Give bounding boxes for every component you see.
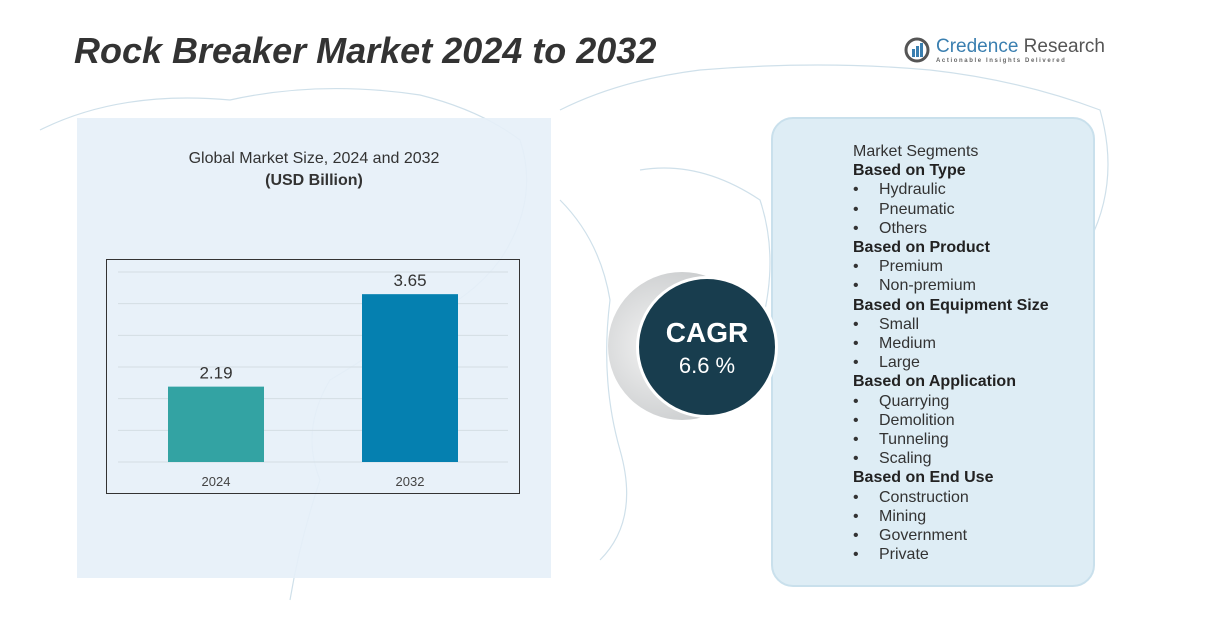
segment-item: • Demolition [853,411,1049,430]
bullet-icon: • [853,258,859,276]
segment-item: • Premium [853,257,1049,276]
page-title: Rock Breaker Market 2024 to 2032 [74,30,657,71]
segment-item-label: Mining [879,507,927,525]
segment-item: • Non-premium [853,276,1049,295]
segments-heading: Market Segments [853,143,979,160]
segment-item: • Quarrying [853,392,1049,411]
bullet-icon: • [853,411,859,429]
segment-item: • Scaling [853,449,1049,468]
bullet-icon: • [853,450,859,468]
segment-item: • Others [853,219,1049,238]
segments-list: Market Segments Based on Type • Hydraulic • P… [853,142,1049,564]
bullet-icon: • [853,277,859,295]
cagr-label: CAGR [665,317,749,348]
bullet-icon: • [853,335,859,353]
segment-group-title: Based on Product [853,239,990,257]
bullet-icon: • [853,392,859,410]
chart-header: Global Market Size, 2024 and 2032 (USD B… [77,148,551,192]
chart-title: Global Market Size, 2024 and 2032 [188,150,440,167]
segment-item: • Tunneling [853,430,1049,449]
bullet-icon: • [853,431,859,449]
segment-item-label: Tunneling [879,431,949,449]
segment-item: • Construction [853,488,1049,507]
bullet-icon: • [853,181,859,199]
segment-item-label: Construction [879,488,969,506]
bullet-icon: • [853,200,859,218]
segment-item-label: Demolition [879,411,955,429]
segment-item-label: Hydraulic [879,181,946,199]
segment-item-label: Small [879,315,920,333]
segment-item-label: Non-premium [879,277,976,295]
segment-item-label: Scaling [879,450,932,468]
bullet-icon: • [853,354,859,372]
segment-item-label: Private [879,546,929,564]
logo-name-1: Credence [936,36,1019,57]
bullet-icon: • [853,219,859,237]
bullet-icon: • [853,527,859,545]
segment-item-label: Quarrying [879,392,950,410]
segment-group-title: Based on Type [853,162,966,180]
segment-item-label: Large [879,354,920,372]
segment-item: • Small [853,315,1049,334]
data-label: 3.65 [393,271,426,290]
segment-item-label: Premium [879,258,944,276]
data-label: 2.19 [199,364,232,383]
segment-item: • Large [853,353,1049,372]
bullet-icon: • [853,488,859,506]
x-tick-label: 2024 [202,474,231,489]
segment-item-label: Others [879,219,928,237]
credence-research-logo: Credence Research Actionable Insights De… [904,36,1105,64]
segment-item: • Private [853,545,1049,564]
segments-panel [771,117,1095,587]
logo-name-2: Research [1023,36,1105,57]
segment-group-title: Based on Equipment Size [853,296,1049,314]
segment-item: • Government [853,526,1049,545]
segment-item: • Hydraulic [853,180,1049,199]
bullet-icon: • [853,507,859,525]
logo-tagline: Actionable Insights Delivered [936,58,1067,64]
cagr-badge: CAGR 6.6 % [636,276,778,418]
logo-bars-icon [904,37,930,63]
bullet-icon: • [853,546,859,564]
bar-2024 [168,386,264,462]
segment-item-label: Medium [879,335,936,353]
segment-group-title: Based on Application [853,373,1016,391]
segment-item: • Pneumatic [853,200,1049,219]
segment-item-label: Pneumatic [879,200,955,218]
bar-2032 [362,294,458,462]
segment-item: • Mining [853,507,1049,526]
segment-item: • Medium [853,334,1049,353]
bullet-icon: • [853,315,859,333]
cagr-value: 6.6 % [678,353,736,378]
chart-subtitle: (USD Billion) [265,172,363,189]
x-tick-label: 2032 [396,474,425,489]
chart-frame [106,259,520,494]
chart-panel [77,118,551,578]
segment-group-title: Based on End Use [853,469,994,487]
segment-item-label: Government [879,527,968,545]
